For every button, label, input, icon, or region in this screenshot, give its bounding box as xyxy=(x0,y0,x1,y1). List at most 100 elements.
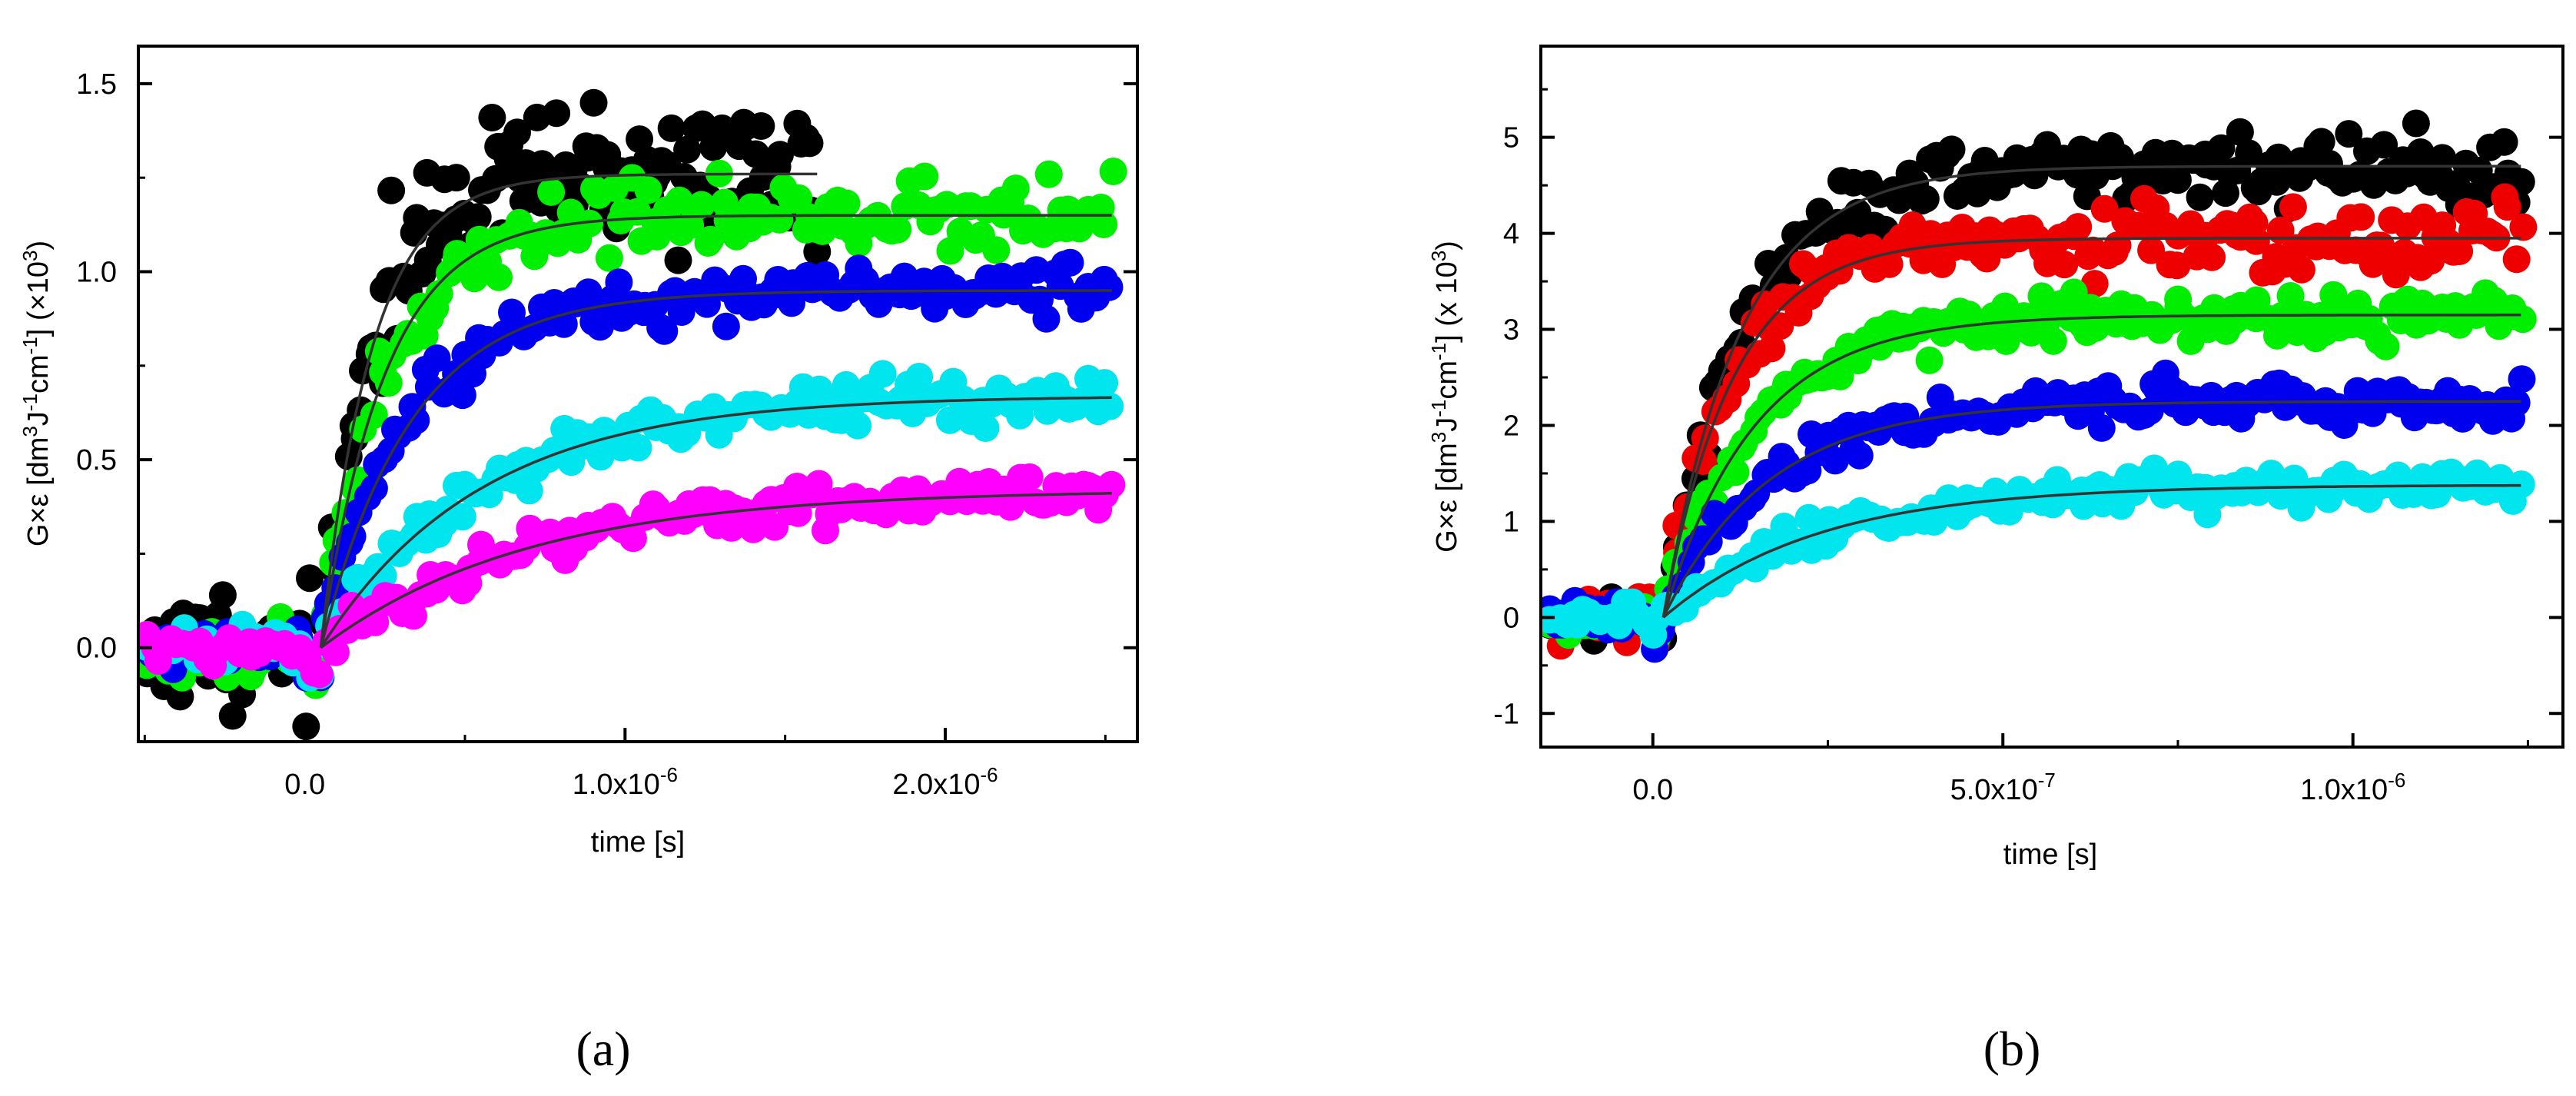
series-4-fit-line xyxy=(1661,400,2521,619)
data-point xyxy=(2406,138,2435,166)
data-point xyxy=(905,363,934,390)
panel-b-x-axis-title: time [s] xyxy=(2003,839,2097,871)
x-tick-label: 2.0x10-6 xyxy=(892,763,998,801)
data-point xyxy=(485,263,513,291)
data-point xyxy=(832,189,861,218)
data-point xyxy=(687,191,715,219)
y-tick-label: 3 xyxy=(1503,314,1519,347)
data-point xyxy=(579,88,608,117)
data-point xyxy=(1937,135,1966,164)
y-tick-label: 1 xyxy=(1503,506,1519,538)
y-tick-label: 1.5 xyxy=(76,68,117,101)
data-point xyxy=(296,564,324,593)
data-point xyxy=(1911,184,1940,213)
data-point xyxy=(1099,158,1127,185)
data-point xyxy=(1096,392,1124,420)
data-point xyxy=(292,712,320,741)
data-point xyxy=(1032,304,1061,333)
series-1-fit-line xyxy=(1661,164,2521,618)
data-point xyxy=(2106,143,2135,171)
data-point xyxy=(305,660,334,689)
data-point xyxy=(1001,174,1030,203)
data-point xyxy=(463,203,492,231)
data-point xyxy=(1845,441,1874,470)
x-tick-label: 1.0x10-6 xyxy=(573,763,678,801)
data-point xyxy=(218,702,247,730)
data-point xyxy=(2137,236,2166,264)
data-point xyxy=(448,503,476,531)
panel-a-plot-frame xyxy=(137,45,1139,743)
data-point xyxy=(377,176,406,204)
data-point xyxy=(574,278,603,307)
panel-b-y-axis-title: G×ε [dm3J-1cm-1] (x 103) xyxy=(1427,241,1463,553)
data-point xyxy=(369,562,397,590)
panel-a-axis-ticks: 0.0 1.0x10-6 2.0x10-6 0.0 0.5 1.0 1.5 xyxy=(76,68,1137,801)
data-point xyxy=(1826,362,1854,390)
data-point xyxy=(2087,413,2116,442)
data-point xyxy=(844,411,872,440)
data-point xyxy=(503,118,531,147)
series-3-fit-line xyxy=(1661,314,2521,618)
y-tick-label: 4 xyxy=(1503,218,1519,251)
data-point xyxy=(2445,237,2474,265)
data-point xyxy=(208,581,237,609)
data-point xyxy=(400,602,427,630)
data-point xyxy=(805,470,833,498)
panel-b-fit-lines xyxy=(1661,164,2521,619)
series-3-fit-line xyxy=(319,289,1112,649)
data-point xyxy=(765,205,794,234)
data-point xyxy=(2276,282,2305,310)
series-4-fit-line xyxy=(320,396,1112,649)
panel-b-chart: 0.0 5.0x10-7 1.0x10-6 -1 0 1 2 3 4 5 time [s] G×ε… xyxy=(1427,45,2564,1076)
data-point xyxy=(1015,463,1044,491)
data-point xyxy=(868,360,897,388)
series-5-fit-line xyxy=(320,492,1112,649)
data-point xyxy=(543,99,571,128)
y-tick-label: 1.0 xyxy=(76,257,117,289)
data-point xyxy=(1056,248,1084,277)
panel-a-data-points xyxy=(138,88,1127,741)
data-point xyxy=(528,150,556,178)
data-point xyxy=(2502,245,2531,274)
data-point xyxy=(2235,139,2263,168)
data-point xyxy=(971,414,1000,442)
data-point xyxy=(664,246,692,274)
data-point xyxy=(442,164,470,192)
data-point xyxy=(402,407,430,434)
data-point xyxy=(537,178,566,206)
y-tick-label: 0.5 xyxy=(76,444,117,477)
data-point xyxy=(1034,160,1063,188)
data-point xyxy=(2080,270,2109,298)
data-point xyxy=(1689,447,1718,475)
panel-b-data-points xyxy=(1541,109,2538,663)
y-tick-label: 0.0 xyxy=(76,633,117,665)
data-point xyxy=(1954,301,1983,329)
data-point xyxy=(673,135,702,164)
data-point xyxy=(338,522,367,550)
data-point xyxy=(2287,255,2315,284)
data-point xyxy=(911,162,939,191)
data-point xyxy=(2370,131,2398,159)
data-point xyxy=(766,141,794,169)
y-tick-label: 2 xyxy=(1503,410,1519,442)
data-point xyxy=(832,370,860,399)
data-point xyxy=(708,114,736,142)
data-point xyxy=(1691,424,1719,453)
panel-a-caption: (a) xyxy=(576,1021,630,1076)
data-point xyxy=(657,114,685,142)
series-2-fit-line xyxy=(319,214,1112,648)
panel-a-chart: 0.0 1.0x10-6 2.0x10-6 0.0 0.5 1.0 1.5 time [s]… xyxy=(18,45,1139,1076)
data-point xyxy=(2050,251,2079,279)
panel-b-axis-ticks: 0.0 5.0x10-7 1.0x10-6 -1 0 1 2 3 4 5 xyxy=(1493,88,2563,806)
data-point xyxy=(624,433,652,462)
data-point xyxy=(2507,470,2535,499)
data-point xyxy=(423,344,451,373)
data-point xyxy=(2509,213,2538,241)
data-point xyxy=(693,290,721,318)
data-point xyxy=(515,477,543,505)
panel-b-caption: (b) xyxy=(1983,1021,2041,1076)
data-point xyxy=(1758,334,1786,363)
data-point xyxy=(2226,118,2254,146)
data-point xyxy=(1097,470,1126,499)
